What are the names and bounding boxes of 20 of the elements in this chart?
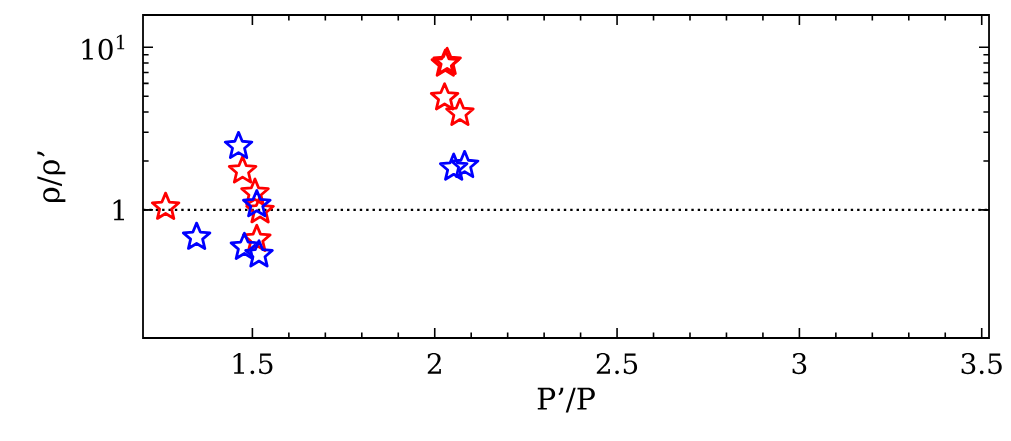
point <box>438 152 469 181</box>
point <box>244 239 274 268</box>
point <box>227 155 258 184</box>
point <box>150 191 181 220</box>
point <box>181 221 212 250</box>
y-tick-label: 10$^{1}$ <box>82 34 125 60</box>
point <box>429 82 460 111</box>
point <box>449 149 480 179</box>
point <box>242 189 272 218</box>
y-axis-title: ρ/ρ’ <box>37 151 66 202</box>
point <box>445 97 475 126</box>
point <box>223 130 254 160</box>
x-tick-label: 3.5 <box>961 353 1002 375</box>
point <box>229 231 260 260</box>
y-tick-label: 1 <box>113 199 124 221</box>
x-tick-label: 1.5 <box>233 353 273 375</box>
x-tick-label: 2 <box>427 353 441 374</box>
x-tick-label: 3 <box>792 353 807 375</box>
x-tick-label: 2.5 <box>596 353 638 375</box>
x-axis-title: P’/P <box>537 387 595 413</box>
